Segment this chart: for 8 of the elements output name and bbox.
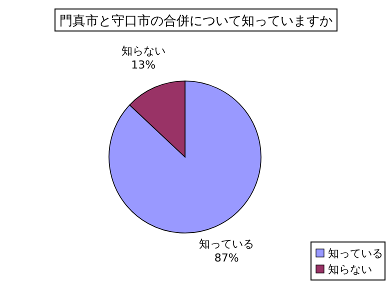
slice-label: 知っている — [199, 237, 254, 250]
pie-slice — [108, 80, 262, 234]
data-label: 87% — [214, 251, 239, 264]
data-label: 13% — [131, 58, 156, 72]
legend-label: 知っている — [328, 247, 383, 260]
legend-label: 知らない — [328, 263, 372, 276]
chart-title: 門真市と守口市の合併について知っていますか — [60, 14, 332, 29]
slice-label: 知らない — [121, 44, 166, 58]
